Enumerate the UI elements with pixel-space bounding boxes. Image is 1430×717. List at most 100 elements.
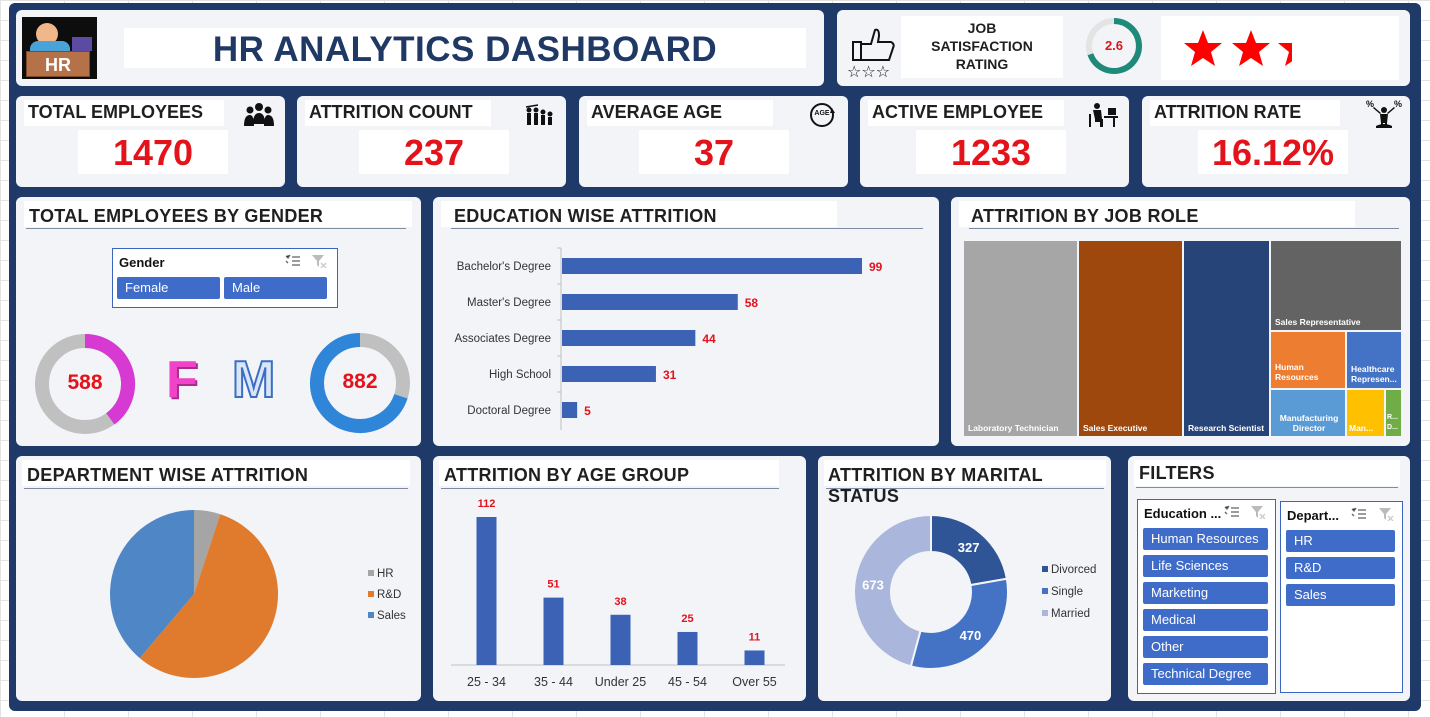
kpi-label: ATTRITION RATE xyxy=(1154,102,1302,122)
bar xyxy=(543,597,564,665)
slicer-option[interactable]: Marketing xyxy=(1143,582,1268,604)
legend-marker xyxy=(1042,588,1048,594)
legend-marker xyxy=(1042,566,1048,572)
slicer-title: Gender xyxy=(119,255,165,270)
treemap-tile: Man... xyxy=(1347,390,1384,436)
kpi-card-active-employee: ACTIVE EMPLOYEE 1233 xyxy=(860,96,1129,187)
slicer-option[interactable]: Sales xyxy=(1286,584,1395,606)
age-badge-icon: AGE xyxy=(806,102,838,128)
data-label: 11 xyxy=(749,631,761,643)
kpi-value: 16.12% xyxy=(1211,132,1335,173)
marital-donut-chart: 327 470 673 Divorced Single Married xyxy=(853,513,1096,670)
treemap-tile: Sales Executive xyxy=(1079,241,1182,436)
category-label: Associates Degree xyxy=(454,333,551,345)
data-label: 470 xyxy=(960,628,982,643)
kpi-label: ATTRITION COUNT xyxy=(309,102,473,122)
data-label: 327 xyxy=(958,540,980,555)
treemap-tile: Human Resources xyxy=(1271,332,1345,388)
legend-marker xyxy=(1042,610,1048,616)
bar xyxy=(744,650,765,665)
treemap-tile: R... D... xyxy=(1386,390,1401,436)
data-label: 58 xyxy=(745,296,759,310)
bar xyxy=(562,330,696,346)
age-badge-text: AGE xyxy=(814,110,830,117)
female-letter: F xyxy=(166,351,198,409)
clear-filter-icon[interactable] xyxy=(1250,505,1266,520)
department-slicer[interactable]: Depart... HR R&D Sales xyxy=(1280,501,1403,693)
legend-label: Divorced xyxy=(1051,564,1096,576)
donut-slice xyxy=(853,513,932,668)
gender-slicer[interactable]: Gender Female Male xyxy=(112,248,338,308)
gender-panel: TOTAL EMPLOYEES BY GENDER Gender Female … xyxy=(16,197,421,446)
slicer-title: Depart... xyxy=(1287,508,1340,523)
person-icon xyxy=(36,23,58,45)
bar xyxy=(562,258,862,274)
clear-filter-icon[interactable] xyxy=(1378,507,1394,522)
star-rating xyxy=(1181,26,1321,70)
category-label: 45 - 54 xyxy=(668,675,707,689)
slicer-option[interactable]: Life Sciences xyxy=(1143,555,1268,577)
job-satisfaction-gauge: 2.6 xyxy=(1083,15,1145,77)
data-label: 51 xyxy=(547,579,559,591)
slicer-option[interactable]: Human Resources xyxy=(1143,528,1268,550)
title-box: HR ANALYTICS DASHBOARD xyxy=(124,28,806,69)
slicer-option[interactable]: Medical xyxy=(1143,609,1268,631)
data-label: 31 xyxy=(663,368,677,382)
category-label: Master's Degree xyxy=(467,297,551,309)
section-title: EDUCATION WISE ATTRITION xyxy=(454,206,717,226)
slicer-option[interactable]: HR xyxy=(1286,530,1395,552)
half-star-icon xyxy=(1278,43,1292,66)
agegroup-panel: ATTRITION BY AGE GROUP 112 25 - 34 51 35 - … xyxy=(433,456,806,701)
donut-slice xyxy=(909,577,1009,670)
education-bar-chart: Bachelor's Degree 99 Master's Degree 58 Asso… xyxy=(454,247,883,430)
job-satisfaction-label-line2: SATISFACTION xyxy=(931,38,1033,54)
bar xyxy=(677,631,698,665)
section-title: ATTRITION BY AGE GROUP xyxy=(444,465,690,485)
laptop-icon xyxy=(72,37,92,51)
male-share-arc xyxy=(310,333,408,433)
clear-filter-icon[interactable] xyxy=(311,254,327,269)
filters-title: FILTERS xyxy=(1139,463,1215,483)
job-satisfaction-label-line3: RATING xyxy=(955,56,1009,72)
kpi-value: 37 xyxy=(693,132,735,173)
data-label: 673 xyxy=(862,577,884,592)
legend-label: Sales xyxy=(377,610,406,622)
legend-label: Married xyxy=(1051,608,1090,620)
treemap-tile: Manufacturing Director xyxy=(1271,390,1345,436)
education-panel: EDUCATION WISE ATTRITION Bachelor's Degr… xyxy=(433,197,939,446)
section-title: TOTAL EMPLOYEES BY GENDER xyxy=(29,206,324,226)
category-label: High School xyxy=(489,369,551,381)
svg-text:☆☆☆: ☆☆☆ xyxy=(847,62,890,80)
slicer-option[interactable]: Technical Degree xyxy=(1143,663,1268,685)
dashboard-title: HR ANALYTICS DASHBOARD xyxy=(212,30,718,69)
bar xyxy=(562,402,578,418)
slicer-option[interactable]: Other xyxy=(1143,636,1268,658)
category-label: Doctoral Degree xyxy=(467,405,551,417)
category-label: Over 55 xyxy=(732,675,777,689)
logo-text: HR xyxy=(45,55,71,75)
section-title: DEPARTMENT WISE ATTRITION xyxy=(27,465,309,485)
category-label: Under 25 xyxy=(595,675,646,689)
data-label: 38 xyxy=(614,596,626,608)
male-letter: M xyxy=(231,350,276,410)
desk-sign: HR xyxy=(26,51,90,77)
multi-select-icon[interactable] xyxy=(1351,507,1367,521)
multi-select-icon[interactable] xyxy=(285,254,301,268)
thumbs-up-stars-icon: ☆☆☆ xyxy=(845,22,901,81)
star-rating-box xyxy=(1161,16,1399,80)
multi-select-icon[interactable] xyxy=(1224,505,1240,519)
slicer-option-female[interactable]: Female xyxy=(117,277,220,299)
legend-marker xyxy=(368,570,374,576)
pie-slice xyxy=(194,510,221,594)
slicer-option-male[interactable]: Male xyxy=(224,277,327,299)
education-field-slicer[interactable]: Education ... Human Resources Life Scien… xyxy=(1137,499,1276,694)
female-donut-chart: 588 xyxy=(33,332,137,436)
treemap-tile: Sales Representative xyxy=(1271,241,1401,330)
female-share-arc xyxy=(84,334,135,425)
people-group-icon xyxy=(243,102,275,128)
legend-label: R&D xyxy=(377,589,401,601)
kpi-label: TOTAL EMPLOYEES xyxy=(28,102,204,122)
star-icon xyxy=(1184,30,1222,66)
kpi-card-attrition-rate: ATTRITION RATE % % 16.12% xyxy=(1142,96,1410,187)
slicer-option[interactable]: R&D xyxy=(1286,557,1395,579)
